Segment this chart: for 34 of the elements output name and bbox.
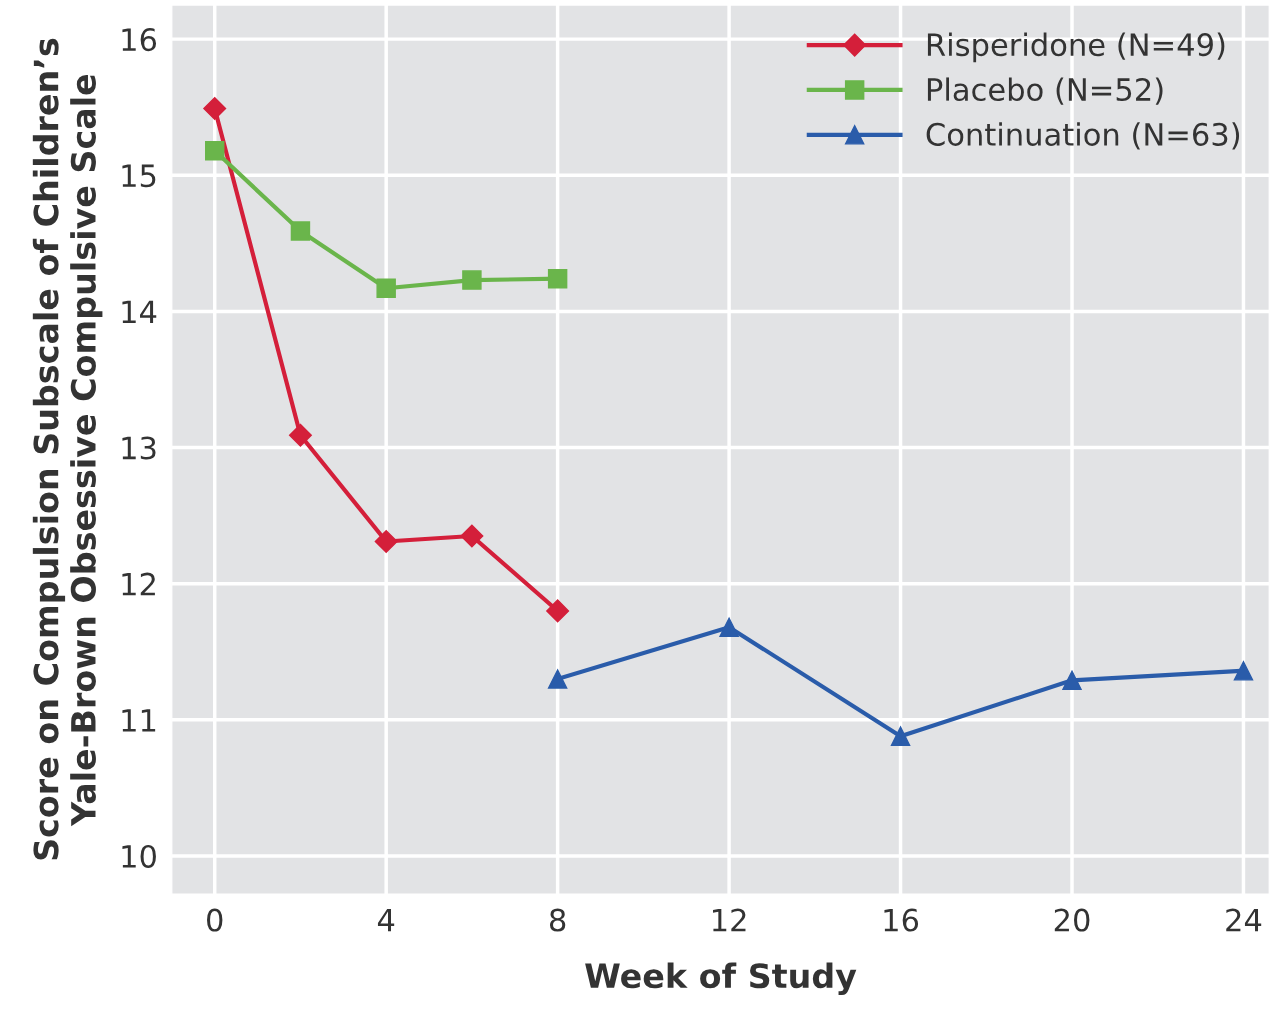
point (547, 669, 568, 689)
x-tick-label: 8 (549, 908, 566, 932)
point (374, 529, 398, 553)
point (462, 270, 482, 290)
y-tick-label: 14 (122, 300, 157, 324)
point (290, 221, 311, 241)
legend-label: Placebo (N=52) (927, 77, 1163, 105)
y-tick-label: 12 (122, 572, 155, 596)
legend-label: Continuation (N=63) (926, 122, 1240, 150)
x-tick-label: 4 (377, 908, 395, 932)
point (203, 97, 227, 121)
point (376, 278, 396, 298)
point (204, 141, 225, 161)
point (890, 726, 911, 746)
y-tick-label: 11 (122, 709, 156, 732)
x-tick-label: 20 (1054, 908, 1090, 932)
legend-label: Risperidone (N=49) (927, 32, 1225, 63)
point (547, 269, 568, 289)
point (460, 524, 484, 548)
x-tick-label: 0 (207, 908, 223, 932)
point (1062, 670, 1082, 691)
y-tick-label: 15 (122, 164, 156, 188)
x-axis-title: Week of Study (585, 962, 857, 996)
y-tick-label: 16 (122, 28, 157, 52)
point (288, 423, 312, 447)
y-tick-label: 10 (122, 844, 156, 868)
y-tick-label: 13 (122, 436, 156, 460)
x-tick-label: 24 (1226, 908, 1262, 932)
x-tick-label: 12 (713, 908, 746, 932)
point (719, 617, 739, 637)
x-tick-label: 16 (884, 908, 919, 932)
point (1233, 661, 1254, 681)
point (546, 599, 570, 623)
y-axis-title: Score on Compulsion Subscale of Children’s Yale-Brown Obsessive Compulsive Scale (32, 38, 103, 860)
